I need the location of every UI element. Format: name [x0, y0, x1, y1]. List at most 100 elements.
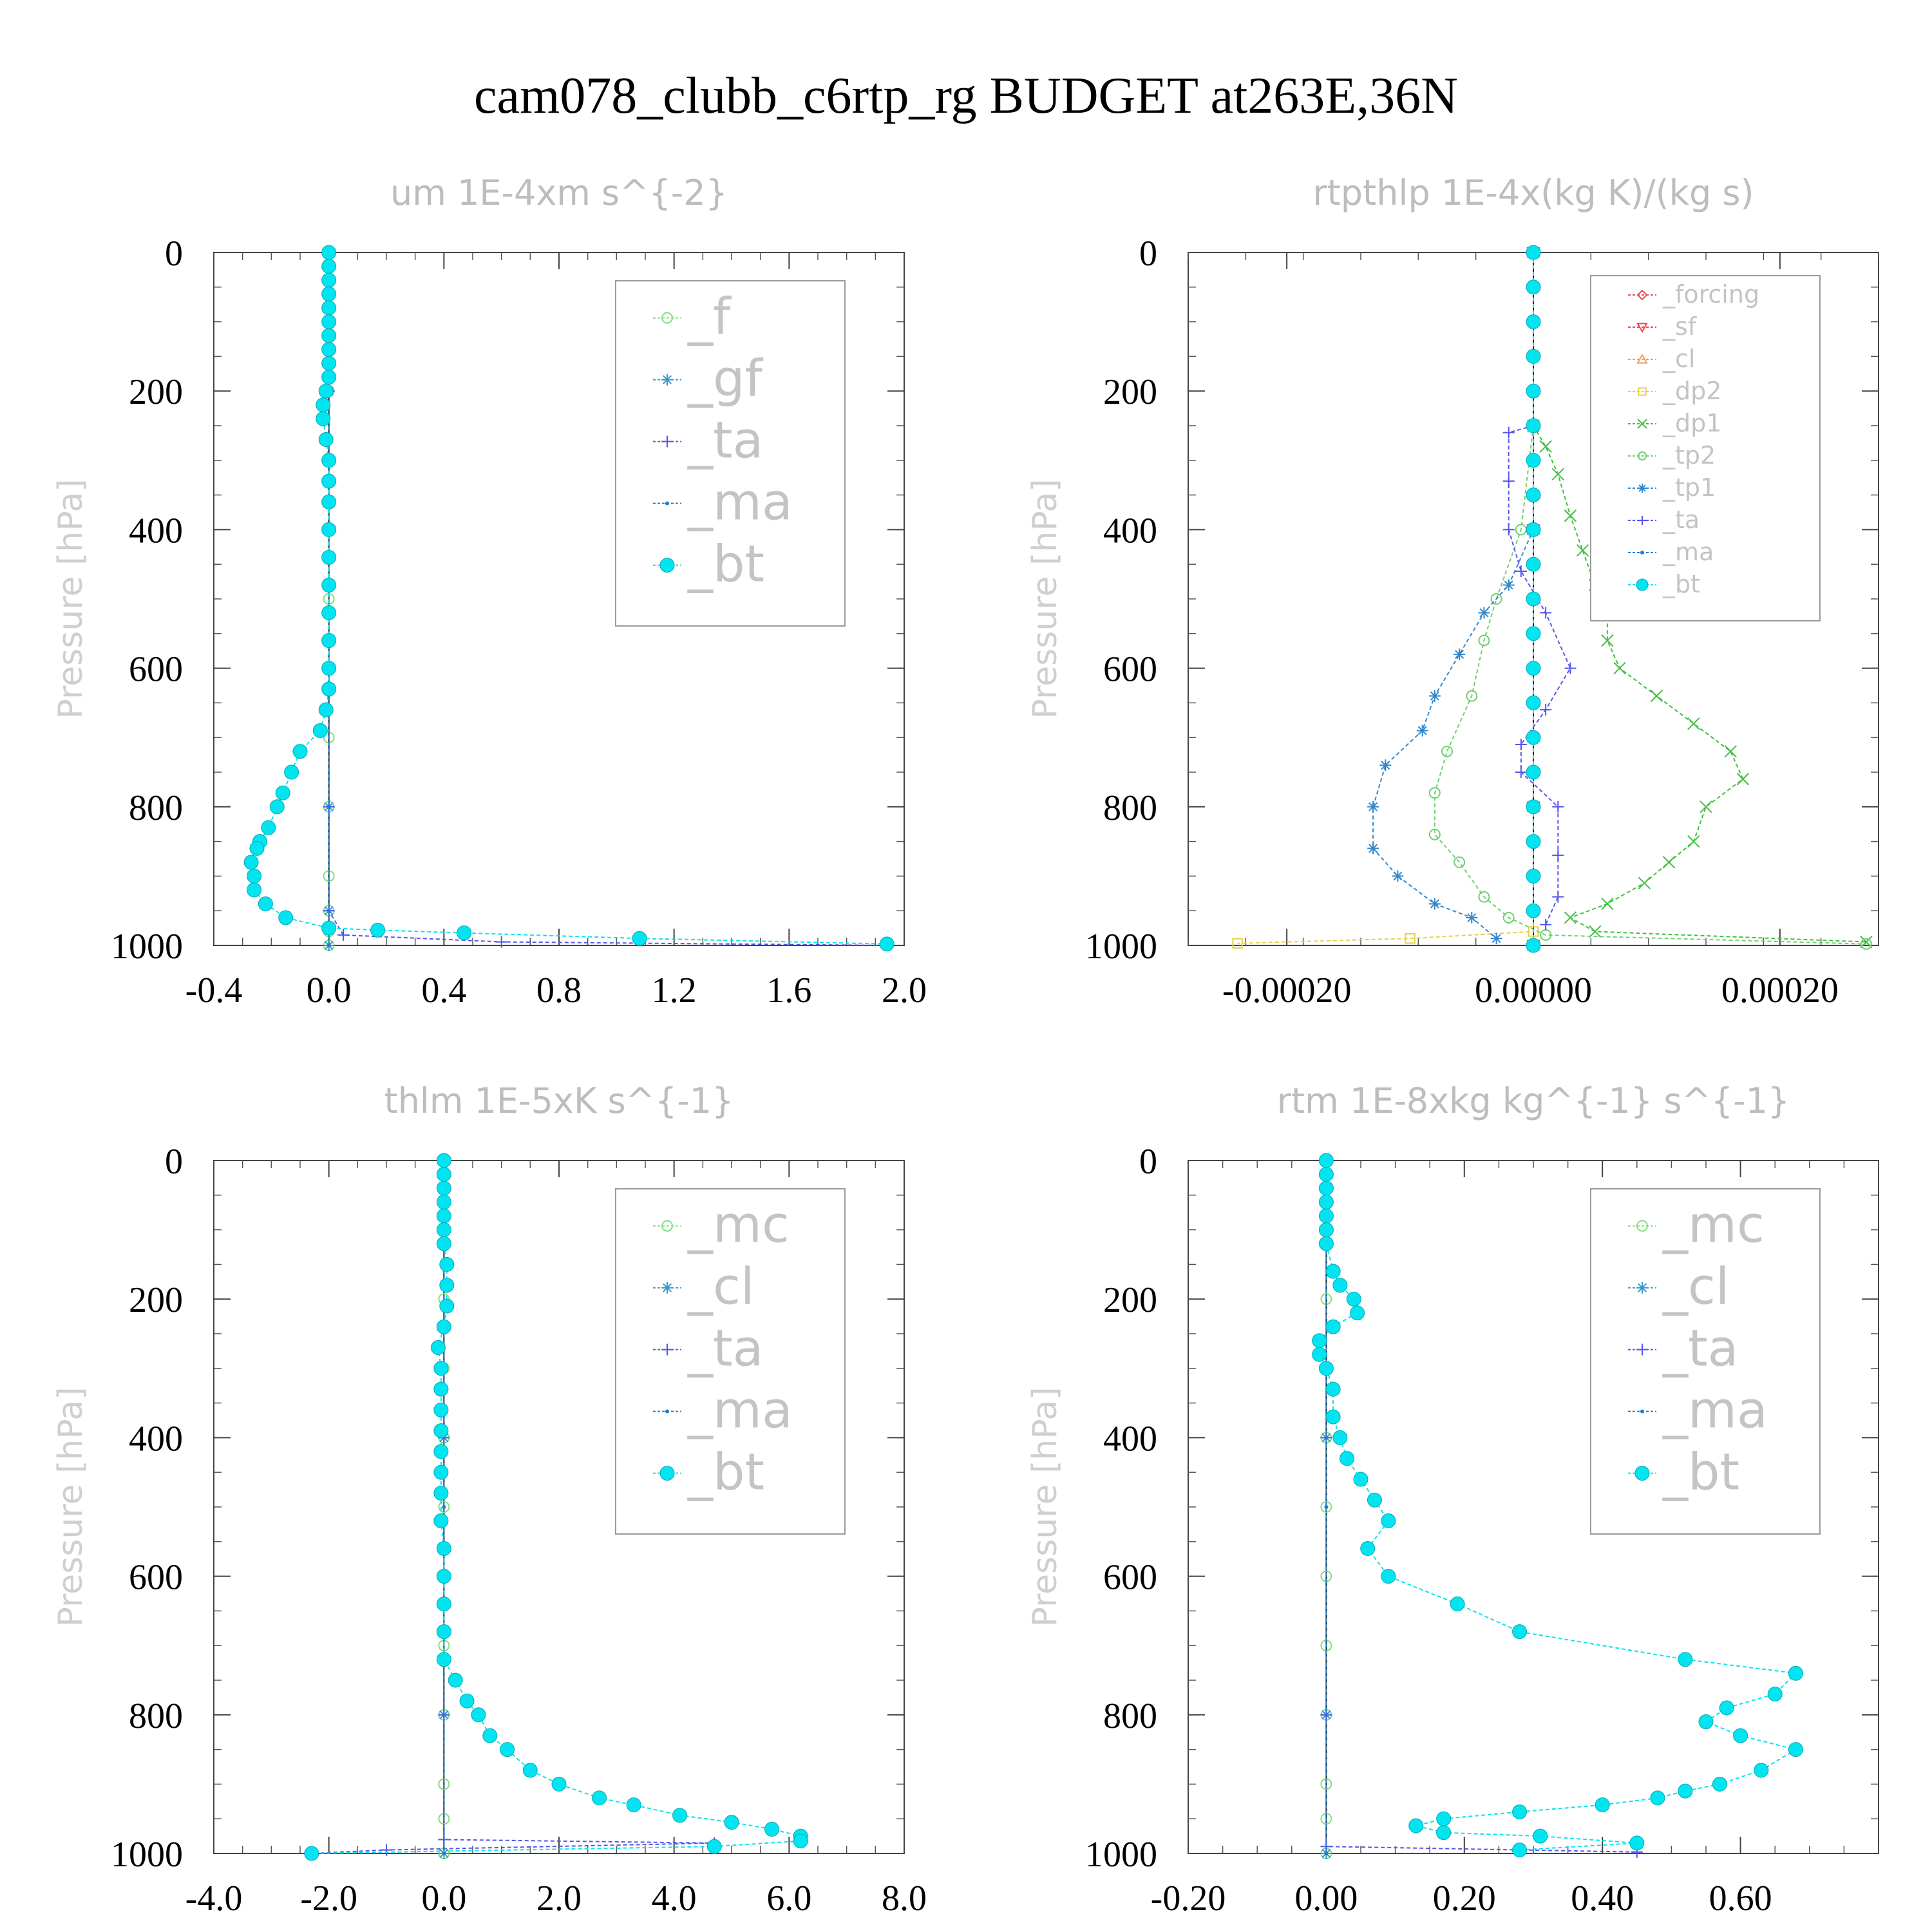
data-point: [321, 453, 337, 468]
data-point: [327, 943, 331, 947]
data-point: [1526, 245, 1541, 260]
y-tick-label: 400: [129, 1419, 183, 1459]
y-tick-label: 200: [1103, 372, 1157, 412]
data-point: [1724, 745, 1737, 758]
data-point: [1601, 897, 1614, 911]
data-point: [1719, 1700, 1734, 1716]
data-point: [1526, 522, 1541, 537]
legend-marker: [659, 558, 675, 573]
y-tick-label: 0: [165, 234, 183, 274]
legend-marker: [1636, 353, 1648, 364]
legend-label: _bt: [1662, 1444, 1739, 1502]
x-tick-label: 2.0: [882, 971, 927, 1010]
data-point: [1540, 704, 1552, 716]
legend-marker: [1638, 387, 1647, 396]
data-point: [1454, 856, 1466, 868]
y-tick-label: 600: [1103, 1558, 1157, 1598]
data-point: [1454, 649, 1466, 661]
data-point: [1325, 1409, 1341, 1425]
data-point: [284, 764, 299, 780]
data-point: [1379, 759, 1392, 772]
y-tick-label: 200: [1103, 1280, 1157, 1320]
data-point: [632, 931, 647, 946]
data-point: [436, 1596, 451, 1612]
y-tick-label: 200: [129, 1280, 183, 1320]
data-point: [1526, 348, 1541, 364]
data-point: [436, 1222, 451, 1238]
panel-1: um 1E-4xm s^{-2} Pressure [hPa] 0 200 400 600…: [52, 173, 927, 1010]
data-point: [764, 1821, 780, 1837]
x-tick-label: -2.0: [300, 1879, 357, 1918]
x-tick-label: 0.8: [536, 971, 582, 1010]
series-line: [1372, 426, 1534, 939]
data-point: [321, 259, 337, 274]
legend-marker: [1640, 551, 1644, 554]
x-tick-label: 0.20: [1433, 1879, 1496, 1918]
data-point: [1367, 1492, 1382, 1508]
data-point: [1318, 1180, 1334, 1196]
data-point: [1478, 634, 1490, 647]
data-point: [316, 411, 331, 426]
y-tick-label: 600: [129, 1558, 183, 1598]
legend-marker: [661, 312, 673, 324]
data-point: [1526, 834, 1541, 849]
y-tick-label: 1000: [1085, 927, 1157, 967]
data-point: [292, 744, 308, 759]
panel-2: rtpthlp 1E-4x(kg K)/(kg s) Pressure [hPa]…: [1026, 173, 1879, 1010]
data-point: [1512, 1842, 1528, 1858]
data-point: [436, 1195, 451, 1210]
data-point: [1526, 868, 1541, 884]
legend-marker: [1636, 1220, 1648, 1232]
data-point: [327, 804, 331, 809]
x-tick-label: 0.00: [1294, 1879, 1358, 1918]
series-line: [1533, 425, 1866, 943]
legend-label: _f: [687, 289, 732, 346]
plot-area: [243, 245, 895, 952]
data-point: [321, 605, 337, 621]
data-point: [321, 522, 337, 537]
panel-title: rtpthlp 1E-4x(kg K)/(kg s): [1312, 173, 1754, 213]
data-point: [1353, 1472, 1368, 1487]
data-point: [321, 920, 337, 936]
data-point: [439, 1278, 455, 1293]
data-point: [249, 840, 265, 856]
data-point: [442, 1852, 446, 1855]
data-point: [278, 910, 294, 925]
data-point: [1428, 898, 1441, 910]
y-tick-label: 0: [165, 1142, 183, 1182]
data-point: [321, 494, 337, 509]
data-point: [433, 1513, 449, 1529]
data-point: [1515, 766, 1527, 778]
data-point: [1552, 849, 1564, 862]
x-tick-label: -4.0: [185, 1879, 243, 1918]
data-point: [1502, 475, 1515, 488]
data-point: [1526, 488, 1541, 503]
data-point: [430, 1340, 446, 1356]
data-point: [318, 383, 334, 399]
x-tick-label: 1.6: [766, 971, 811, 1010]
legend-marker: [1636, 1282, 1648, 1294]
data-point: [1515, 738, 1527, 750]
legend-marker: [1638, 484, 1647, 493]
data-point: [592, 1790, 607, 1806]
data-point: [1490, 933, 1502, 945]
data-point: [321, 473, 337, 489]
data-point: [1512, 1804, 1528, 1819]
data-point: [1436, 1811, 1452, 1826]
data-point: [495, 936, 507, 948]
data-point: [275, 785, 290, 800]
series-line: [1508, 425, 1571, 925]
data-point: [1526, 661, 1541, 676]
data-point: [1712, 1776, 1727, 1792]
x-tick-label: 0.60: [1709, 1879, 1772, 1918]
series-tp1: [1367, 420, 1539, 945]
legend-marker: [1636, 323, 1648, 334]
data-point: [436, 1153, 451, 1168]
series-dp2: [1232, 247, 1539, 949]
data-point: [1350, 1305, 1365, 1321]
data-point: [433, 1402, 449, 1417]
data-point: [471, 1707, 486, 1723]
data-point: [247, 882, 262, 898]
data-point: [1515, 565, 1527, 577]
